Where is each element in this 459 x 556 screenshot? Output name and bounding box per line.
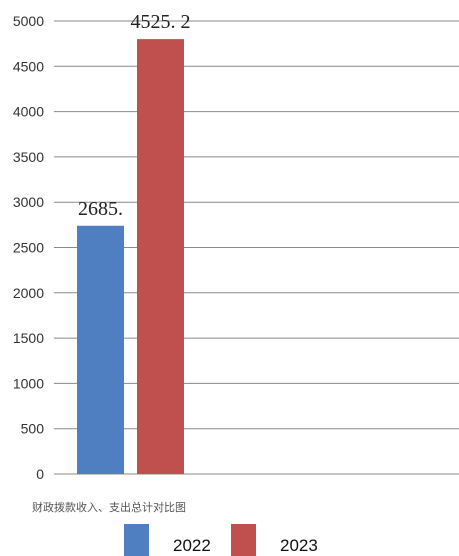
bar-2022 (77, 225, 124, 474)
y-axis-ticks: 0 500 1000 1500 2000 2500 3000 3500 4000 4500 5000 (13, 13, 44, 482)
legend: 2022 2023 (124, 524, 318, 556)
legend-label-2022: 2022 (173, 536, 211, 555)
y-tick-label: 3000 (13, 194, 44, 210)
y-tick-label: 500 (21, 421, 45, 437)
y-tick-label: 4500 (13, 58, 44, 74)
y-tick-label: 5000 (13, 13, 44, 29)
bar-2023 (137, 39, 184, 475)
data-labels: 2685. 4525. 2 (78, 11, 191, 220)
y-tick-label: 2000 (13, 285, 44, 301)
legend-swatch-2022 (124, 524, 149, 556)
data-label-2023: 4525. 2 (131, 11, 191, 33)
y-tick-label: 3500 (13, 149, 44, 165)
bars (77, 39, 184, 475)
y-tick-label: 1000 (13, 375, 44, 391)
y-tick-label: 2500 (13, 240, 44, 256)
y-tick-label: 1500 (13, 330, 44, 346)
chart-caption: 财政拨款收入、支出总计对比图 (32, 500, 186, 514)
legend-label-2023: 2023 (280, 536, 318, 555)
y-tick-label: 0 (36, 466, 44, 482)
data-label-2022: 2685. (78, 198, 123, 220)
legend-swatch-2023 (231, 524, 256, 556)
y-tick-label: 4000 (13, 104, 44, 120)
